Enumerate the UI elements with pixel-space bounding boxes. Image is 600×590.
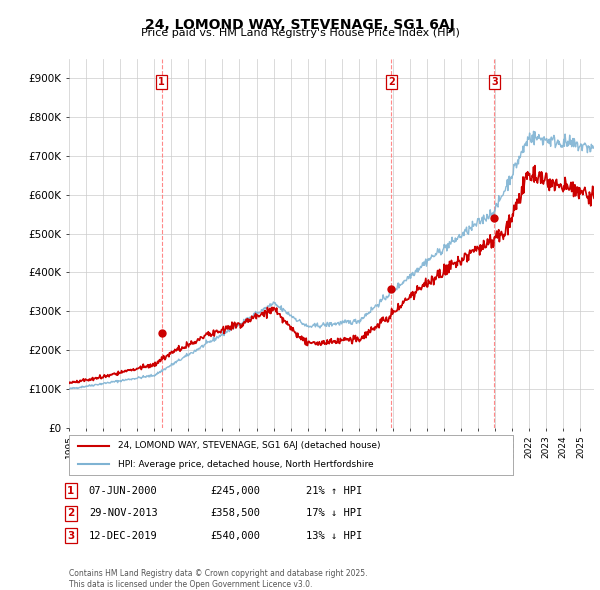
- Text: 24, LOMOND WAY, STEVENAGE, SG1 6AJ: 24, LOMOND WAY, STEVENAGE, SG1 6AJ: [145, 18, 455, 32]
- Text: 29-NOV-2013: 29-NOV-2013: [89, 509, 158, 518]
- Text: 17% ↓ HPI: 17% ↓ HPI: [306, 509, 362, 518]
- Text: £245,000: £245,000: [210, 486, 260, 496]
- Text: Price paid vs. HM Land Registry's House Price Index (HPI): Price paid vs. HM Land Registry's House …: [140, 28, 460, 38]
- Text: 2: 2: [388, 77, 395, 87]
- Text: 1: 1: [67, 486, 74, 496]
- Text: £358,500: £358,500: [210, 509, 260, 518]
- Text: 3: 3: [491, 77, 497, 87]
- Text: 24, LOMOND WAY, STEVENAGE, SG1 6AJ (detached house): 24, LOMOND WAY, STEVENAGE, SG1 6AJ (deta…: [118, 441, 380, 450]
- Text: 2: 2: [67, 509, 74, 518]
- Text: 13% ↓ HPI: 13% ↓ HPI: [306, 531, 362, 540]
- Text: 07-JUN-2000: 07-JUN-2000: [89, 486, 158, 496]
- Text: 21% ↑ HPI: 21% ↑ HPI: [306, 486, 362, 496]
- Text: £540,000: £540,000: [210, 531, 260, 540]
- Text: 3: 3: [67, 531, 74, 540]
- Text: 12-DEC-2019: 12-DEC-2019: [89, 531, 158, 540]
- Text: HPI: Average price, detached house, North Hertfordshire: HPI: Average price, detached house, Nort…: [118, 460, 373, 468]
- Text: 1: 1: [158, 77, 165, 87]
- Text: Contains HM Land Registry data © Crown copyright and database right 2025.
This d: Contains HM Land Registry data © Crown c…: [69, 569, 367, 589]
